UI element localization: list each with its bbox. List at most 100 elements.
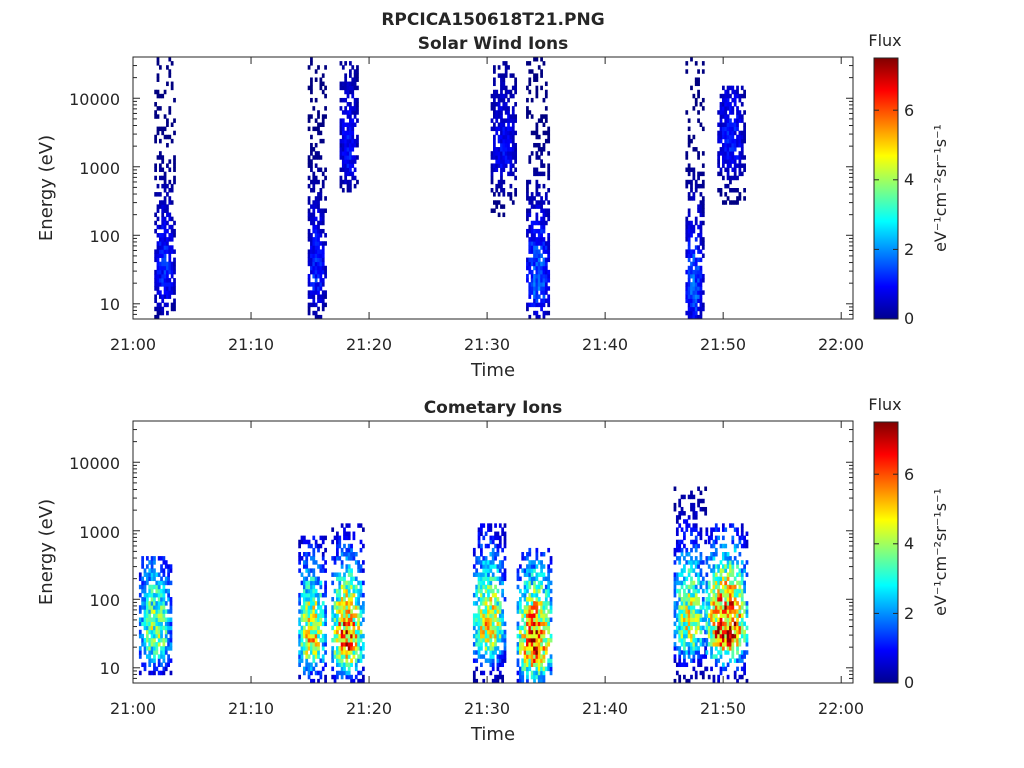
heatmap-cell xyxy=(317,228,320,234)
heatmap-cell xyxy=(161,233,165,238)
heatmap-cell xyxy=(307,613,311,618)
heatmap-cell xyxy=(547,642,551,647)
heatmap-cell xyxy=(736,580,739,586)
heatmap-cell xyxy=(161,237,165,242)
x-tick-label: 21:50 xyxy=(700,335,746,354)
heatmap-cell xyxy=(487,523,490,528)
heatmap-cell xyxy=(298,658,302,663)
heatmap-cell xyxy=(719,654,723,659)
heatmap-cell xyxy=(535,658,539,663)
heatmap-cell xyxy=(310,294,313,299)
heatmap-cell xyxy=(533,642,536,647)
heatmap-cell xyxy=(690,167,693,173)
heatmap-cell xyxy=(472,633,476,639)
heatmap-cell xyxy=(157,584,161,590)
heatmap-cell xyxy=(736,200,739,205)
heatmap-cell xyxy=(687,138,691,144)
heatmap-cell xyxy=(357,560,361,565)
heatmap-cell xyxy=(321,261,325,267)
heatmap-cell xyxy=(726,564,730,569)
heatmap-cell xyxy=(514,77,518,82)
heatmap-cell xyxy=(347,580,351,586)
heatmap-cell xyxy=(697,282,700,287)
heatmap-cell xyxy=(502,192,506,197)
heatmap-cell xyxy=(729,601,732,606)
heatmap-cell xyxy=(497,212,501,218)
heatmap-cell xyxy=(678,605,682,610)
heatmap-cell xyxy=(350,674,353,680)
heatmap-cell xyxy=(729,621,732,627)
heatmap-cell xyxy=(516,605,520,610)
heatmap-cell xyxy=(690,233,693,238)
heatmap-cell xyxy=(717,527,721,532)
heatmap-cell xyxy=(310,290,313,295)
heatmap-cell xyxy=(350,556,353,561)
heatmap-cell xyxy=(338,572,342,577)
heatmap-cell xyxy=(338,650,342,655)
heatmap-cell xyxy=(533,613,536,618)
heatmap-cell xyxy=(314,314,318,320)
y-tick-label: 10000 xyxy=(69,90,120,109)
heatmap-cell xyxy=(150,584,154,590)
heatmap-cell xyxy=(349,69,352,74)
heatmap-cell xyxy=(699,584,703,590)
heatmap-cell xyxy=(495,155,499,160)
heatmap-cell xyxy=(336,646,339,651)
heatmap-cell xyxy=(694,539,698,545)
heatmap-cell xyxy=(143,617,147,622)
heatmap-cell xyxy=(690,183,693,189)
heatmap-cell xyxy=(694,237,698,242)
heatmap-cell xyxy=(503,637,507,643)
heatmap-cell xyxy=(678,674,682,680)
heatmap-cell xyxy=(733,102,737,107)
heatmap-cell xyxy=(509,192,513,197)
heatmap-cell xyxy=(535,601,539,606)
heatmap-cell xyxy=(504,106,508,111)
heatmap-cell xyxy=(714,601,718,606)
heatmap-cell xyxy=(353,114,357,119)
heatmap-cell xyxy=(312,286,316,291)
heatmap-cell xyxy=(349,126,352,132)
heatmap-cell xyxy=(305,592,309,598)
heatmap-cell xyxy=(547,625,551,631)
heatmap-cell xyxy=(490,167,494,173)
heatmap-cell xyxy=(314,200,318,205)
heatmap-cell xyxy=(347,646,351,651)
heatmap-cell xyxy=(160,605,163,610)
heatmap-cell xyxy=(521,642,525,647)
heatmap-cell xyxy=(726,183,730,189)
heatmap-cell xyxy=(153,654,156,659)
heatmap-cell xyxy=(726,175,730,181)
heatmap-cell xyxy=(173,233,176,238)
heatmap-cell xyxy=(148,605,152,610)
heatmap-cell xyxy=(490,179,494,185)
heatmap-cell xyxy=(357,646,361,651)
heatmap-cell xyxy=(692,282,696,287)
heatmap-cell xyxy=(544,192,548,197)
heatmap-cell xyxy=(687,605,691,610)
heatmap-cell xyxy=(496,629,500,635)
heatmap-cell xyxy=(533,670,536,676)
heatmap-cell xyxy=(484,625,488,631)
heatmap-cell xyxy=(298,654,302,659)
heatmap-cell xyxy=(339,61,343,66)
heatmap-cell xyxy=(509,93,513,99)
heatmap-cell xyxy=(528,81,532,87)
heatmap-cell xyxy=(158,261,162,267)
heatmap-cell xyxy=(502,155,506,160)
heatmap-cell xyxy=(298,552,302,557)
heatmap-cell xyxy=(542,163,546,168)
heatmap-cell xyxy=(148,588,152,594)
heatmap-cell xyxy=(535,261,539,267)
heatmap-cell xyxy=(163,278,167,283)
heatmap-cell xyxy=(673,658,677,663)
heatmap-cell xyxy=(687,212,691,218)
heatmap-cell xyxy=(340,617,344,622)
heatmap-cell xyxy=(344,179,348,185)
heatmap-cell xyxy=(707,621,711,627)
heatmap-cell xyxy=(540,237,543,242)
heatmap-cell xyxy=(154,273,158,279)
heatmap-cell xyxy=(736,658,739,663)
heatmap-cell xyxy=(163,261,167,267)
heatmap-cell xyxy=(710,588,713,594)
